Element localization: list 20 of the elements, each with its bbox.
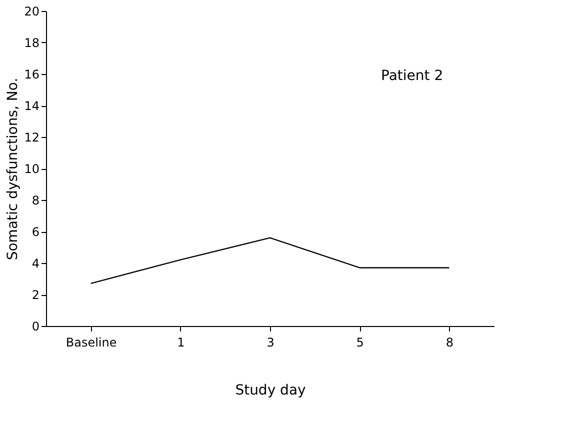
- y-axis-title: Somatic dysfunctions, No.: [5, 78, 22, 260]
- y-tick-label: 14: [24, 99, 40, 113]
- x-axis-title: Study day: [235, 382, 306, 398]
- y-tick-label: 8: [32, 194, 40, 208]
- y-tick-label: 0: [32, 320, 40, 334]
- y-tick-label: 20: [24, 4, 40, 18]
- y-tick-label: 10: [24, 162, 40, 176]
- annotation: Patient 2: [381, 68, 444, 84]
- y-tick-label: 2: [32, 288, 40, 302]
- y-tick-label: 6: [32, 225, 40, 239]
- y-tick-label: 18: [24, 36, 40, 50]
- x-tick-label: 3: [266, 336, 274, 350]
- x-tick-label: 5: [356, 336, 364, 350]
- y-tick-label: 16: [24, 68, 40, 82]
- x-tick-label: 8: [446, 336, 454, 350]
- line-series: [90, 237, 450, 284]
- x-tick-label: Baseline: [66, 336, 117, 350]
- y-tick-label: 4: [32, 256, 40, 270]
- x-tick-label: 1: [177, 336, 185, 350]
- y-tick-label: 12: [24, 130, 40, 144]
